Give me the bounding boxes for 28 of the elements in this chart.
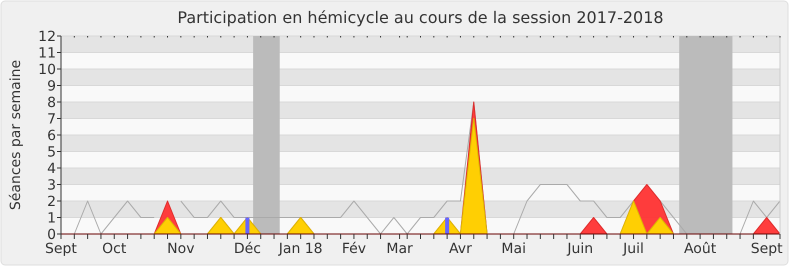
chart-title: Participation en hémicycle au cours de la session 2017-2018 bbox=[177, 8, 664, 27]
y-tick-label: 2 bbox=[47, 194, 56, 210]
y-tick-label: 3 bbox=[47, 177, 56, 194]
y-tick-label: 5 bbox=[47, 144, 56, 160]
x-tick-label: Jan 18 bbox=[278, 241, 323, 257]
x-tick-label: Oct bbox=[102, 241, 127, 257]
y-axis-title: Séances par semaine bbox=[8, 60, 24, 210]
x-tick-label: Juin bbox=[566, 241, 594, 257]
x-tick-label: Août bbox=[684, 241, 717, 257]
y-tick-label: 9 bbox=[47, 78, 56, 94]
y-tick-label: 11 bbox=[38, 45, 56, 62]
y-tick-label: 4 bbox=[47, 160, 56, 177]
y-tick-label: 7 bbox=[47, 111, 56, 128]
y-tick-label: 6 bbox=[47, 128, 56, 144]
x-tick-label: Sept bbox=[750, 241, 784, 257]
x-tick-label: Juil bbox=[622, 241, 644, 257]
y-tick-label: 12 bbox=[38, 28, 56, 45]
x-tick-label: Sept bbox=[45, 241, 78, 257]
x-tick-label: Fév bbox=[342, 241, 366, 257]
y-tick-label: 8 bbox=[47, 94, 56, 111]
y-tick-label: 10 bbox=[38, 62, 56, 78]
x-tick-label: Mar bbox=[386, 241, 414, 257]
x-tick-label: Mai bbox=[501, 241, 526, 257]
x-tick-label: Nov bbox=[167, 241, 194, 257]
x-tick-label: Déc bbox=[234, 241, 261, 257]
x-tick-label: Avr bbox=[449, 241, 472, 257]
y-tick-label: 0 bbox=[47, 226, 56, 243]
y-tick-label: 1 bbox=[47, 210, 56, 226]
